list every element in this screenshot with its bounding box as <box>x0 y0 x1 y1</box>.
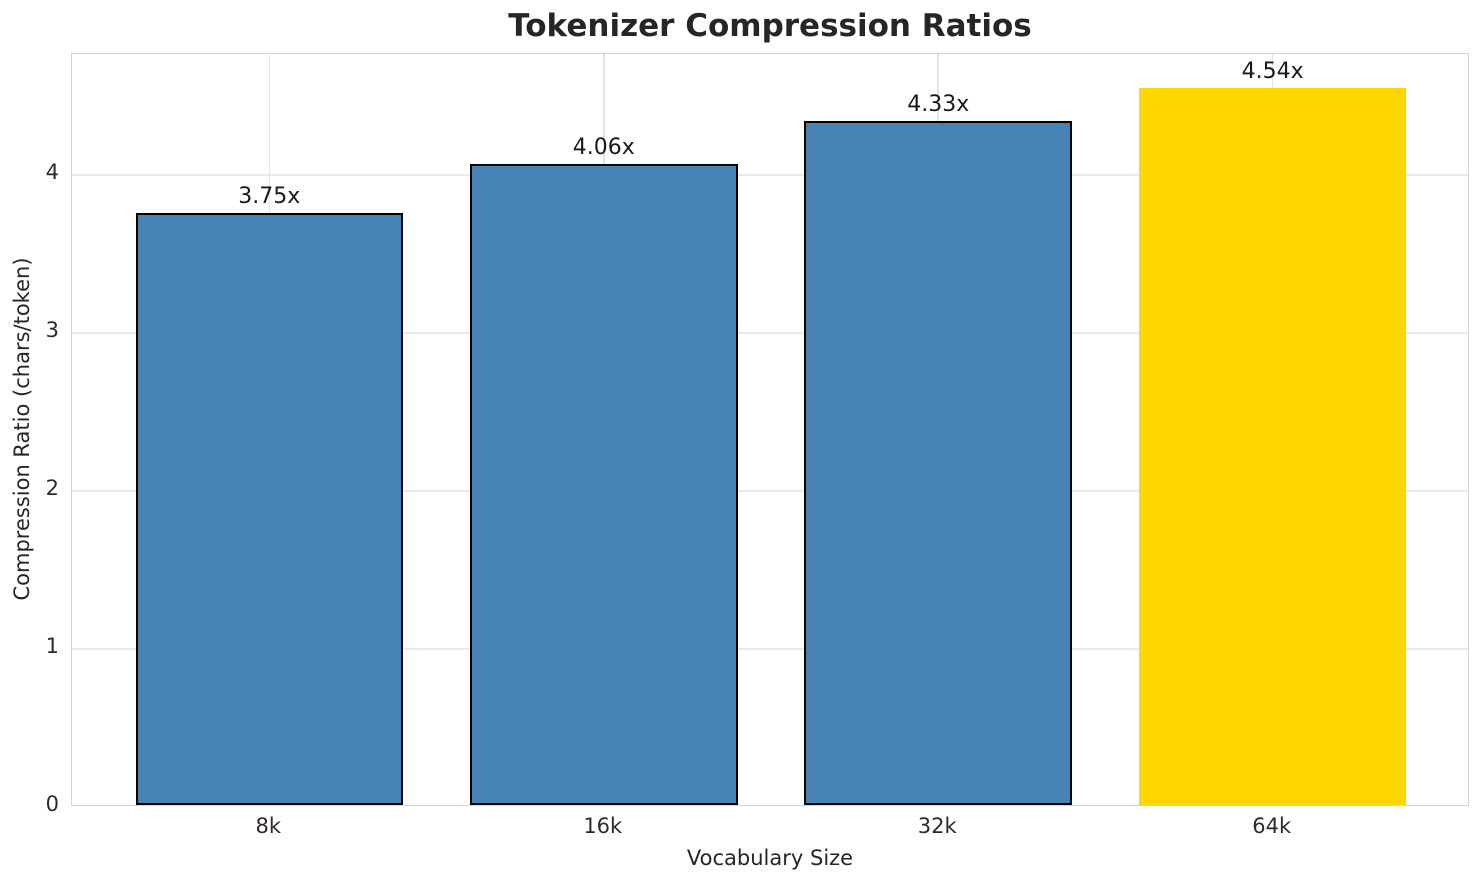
x-axis-label: Vocabulary Size <box>686 846 854 870</box>
x-tick-label-32k: 32k <box>917 814 957 838</box>
bar-32k <box>804 121 1072 805</box>
gridline-horizontal <box>72 648 1468 650</box>
gridline-horizontal <box>72 174 1468 176</box>
bar-value-label: 3.75x <box>238 183 301 209</box>
bar-8k <box>135 212 404 805</box>
y-axis-label: Compression Ratio (chars/token) <box>10 257 34 601</box>
x-tick-label-64k: 64k <box>1252 814 1292 838</box>
gridline-horizontal <box>72 332 1468 334</box>
bar-64k <box>1138 87 1407 805</box>
y-tick-label: 2 <box>45 476 59 501</box>
x-tick-label-8k: 8k <box>255 814 282 838</box>
bar-value-label: 4.54x <box>1241 58 1304 84</box>
y-tick-label: 1 <box>45 634 59 659</box>
plot-area: 3.75x 4.06x 4.33x 4.54x <box>71 53 1469 806</box>
bar-value-label: 4.33x <box>907 92 970 118</box>
bar-value-label: 4.06x <box>572 134 635 160</box>
y-tick-label: 4 <box>45 160 59 185</box>
bar-16k <box>469 163 738 805</box>
gridline-horizontal <box>72 490 1468 492</box>
chart-title-container: Tokenizer Compression Ratios <box>71 8 1469 44</box>
y-tick-label: 0 <box>45 792 59 816</box>
x-tick-label-16k: 16k <box>583 814 623 838</box>
chart-title: Tokenizer Compression Ratios <box>508 8 1032 44</box>
y-tick-label: 3 <box>45 318 59 343</box>
